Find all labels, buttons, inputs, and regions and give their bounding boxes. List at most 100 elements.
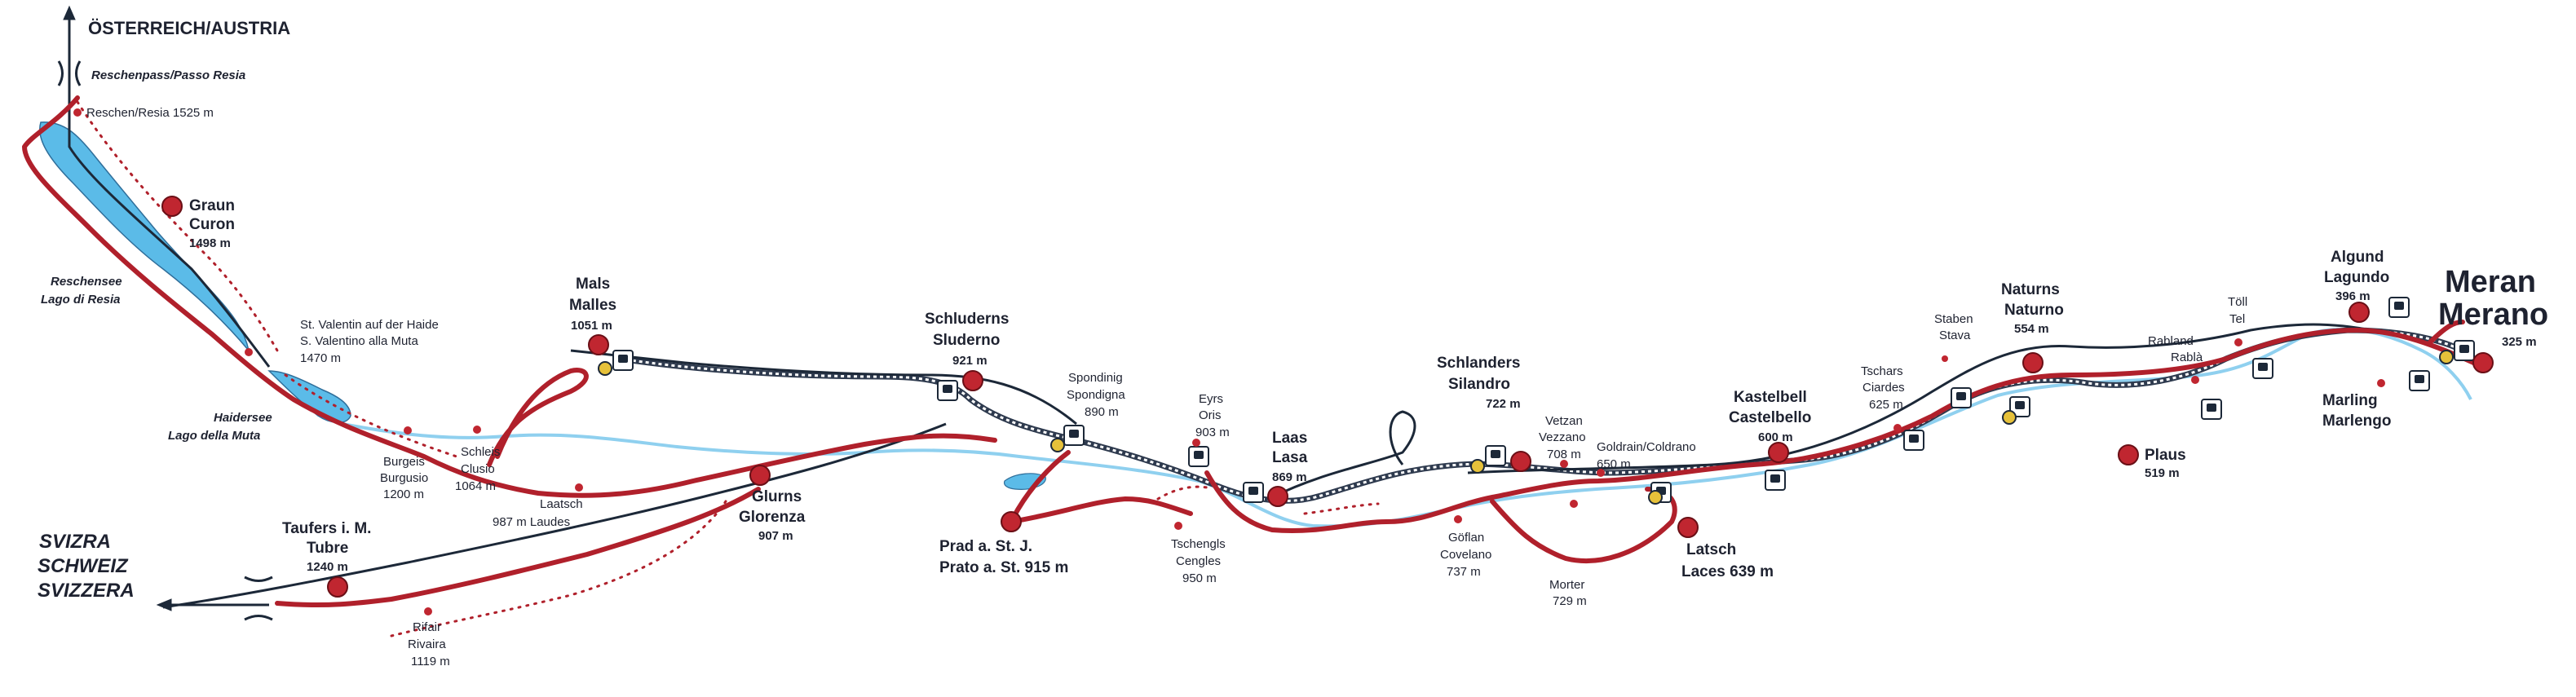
taufers-label: Taufers i. M.	[282, 520, 371, 537]
naturns-label: 554 m	[2014, 322, 2049, 336]
switzerland-label: SVIZZERA	[38, 580, 135, 602]
village-dot-eyrs	[1192, 439, 1200, 447]
train-station-icon	[1243, 482, 1264, 503]
border-arrows	[57, 5, 273, 621]
rifair-label: Rifair	[413, 620, 441, 634]
town-dot-schluderns	[962, 370, 983, 391]
border-bracket-icon	[244, 576, 273, 621]
village-dot-schleis	[473, 426, 481, 434]
town-dot-prad	[1001, 511, 1022, 532]
town-dot-graun	[161, 196, 183, 217]
village-dot-rifair	[424, 607, 432, 615]
junction-icon	[1470, 459, 1485, 474]
burgeis-label: Burgusio	[380, 471, 428, 485]
junction-icon	[2002, 410, 2017, 425]
mals-label: Mals	[576, 276, 610, 293]
village-dot-laatsch	[575, 483, 583, 492]
rifair-label: 1119 m	[411, 655, 450, 668]
schleis-label: Schleis	[461, 445, 500, 459]
town-dot-meran	[2472, 352, 2494, 373]
eyrs-label: 903 m	[1195, 426, 1230, 439]
vetzan-label: Vezzano	[1539, 430, 1586, 444]
laas-label: Laas	[1272, 430, 1307, 447]
tschengls-label: Cengles	[1176, 554, 1221, 568]
schlanders-label: Schlanders	[1437, 355, 1520, 372]
town-dot-schlanders	[1510, 451, 1531, 472]
tschars-label: 625 m	[1869, 398, 1903, 412]
schluderns-label: Schluderns	[925, 311, 1009, 328]
glurns-label: 907 m	[758, 529, 793, 543]
junction-icon	[1050, 438, 1065, 452]
village-dot-rabland	[2191, 376, 2199, 384]
tschars-label: Ciardes	[1862, 381, 1905, 395]
rabland-label: Rablà	[2171, 351, 2203, 364]
eyrs-label: Oris	[1199, 408, 1222, 422]
schlanders-label: 722 m	[1486, 397, 1521, 411]
switzerland-label: SCHWEIZ	[38, 555, 129, 577]
schlanders-label: Silandro	[1448, 376, 1510, 393]
reschensee-label: Lago di Resia	[41, 293, 121, 307]
burgeis-label: 1200 m	[383, 487, 424, 501]
reschenpass-label: Reschenpass/Passo Resia	[91, 68, 245, 82]
marling-label: Marling	[2322, 392, 2378, 409]
eyrs-label: Eyrs	[1199, 392, 1223, 406]
taufers-label: Tubre	[307, 540, 348, 557]
naturns-label: Naturno	[2004, 302, 2064, 319]
town-dots	[161, 196, 2494, 598]
st-valentin-label: St. Valentin auf der Haide	[300, 318, 439, 332]
etsch-river	[342, 327, 2472, 528]
haidersee-lake	[267, 370, 351, 423]
latsch-label: Latsch	[1686, 541, 1736, 558]
train-station-icon	[1063, 425, 1085, 446]
kastelbell-label: Castelbello	[1729, 409, 1811, 426]
kastelbell-label: 600 m	[1758, 430, 1793, 444]
train-station-icon	[2201, 399, 2222, 420]
graun-label: Graun	[189, 197, 235, 214]
town-dot-plaus	[2118, 444, 2139, 465]
village-dot-reschen	[73, 108, 82, 117]
goldrain-label: 650 m	[1597, 457, 1631, 471]
junction-icon	[598, 361, 612, 376]
laas-label: Lasa	[1272, 449, 1308, 466]
switzerland-label: SVIZRA	[39, 531, 111, 553]
plaus-label: 519 m	[2145, 466, 2180, 480]
village-dot-goldrain	[1597, 469, 1605, 477]
laatsch-label: Laatsch	[540, 497, 583, 511]
village-dot-marling	[2377, 379, 2385, 387]
town-dot-taufers	[327, 576, 348, 598]
toell-label: Töll	[2228, 295, 2247, 309]
village-dot-tschengls	[1174, 522, 1182, 530]
meran-label: Meran	[2445, 265, 2536, 299]
town-dot-laas	[1267, 486, 1288, 507]
train-station-icon	[2454, 340, 2475, 361]
latsch-label: Laces 639 m	[1681, 563, 1774, 580]
spondinig-label: 890 m	[1085, 405, 1119, 419]
tschengls-label: 950 m	[1182, 571, 1217, 585]
train-station-icon	[2409, 370, 2430, 391]
pass-bracket-icon	[57, 60, 82, 86]
spondinig-label: Spondinig	[1068, 371, 1123, 385]
meran-label: 325 m	[2502, 335, 2537, 349]
mals-label: 1051 m	[571, 319, 612, 333]
algund-label: Algund	[2331, 249, 2384, 266]
town-dot-naturns	[2022, 352, 2044, 373]
village-dot-toell	[2234, 338, 2242, 346]
glurns-label: Glurns	[752, 488, 802, 505]
goeflan-label: 737 m	[1447, 565, 1481, 579]
train-station-icon	[1188, 446, 1209, 467]
dark-roads	[68, 16, 2390, 609]
staben-label: Staben	[1934, 312, 1973, 326]
prad-label: Prad a. St. J.	[939, 538, 1032, 555]
taufers-label: 1240 m	[307, 560, 348, 574]
dotted-roads	[76, 100, 1380, 637]
mals-label: Malles	[569, 297, 616, 314]
train-station-icon	[937, 380, 958, 401]
burgeis-label: Burgeis	[383, 455, 425, 469]
marling-label: Marlengo	[2322, 412, 2391, 430]
algund-label: 396 m	[2335, 289, 2371, 303]
vetzan-label: Vetzan	[1545, 414, 1583, 428]
staben-label: Stava	[1939, 329, 1971, 342]
reschen-label: Reschen/Resia 1525 m	[86, 106, 214, 120]
tschars-label: Tschars	[1861, 364, 1903, 378]
meran-label: Merano	[2438, 298, 2548, 332]
